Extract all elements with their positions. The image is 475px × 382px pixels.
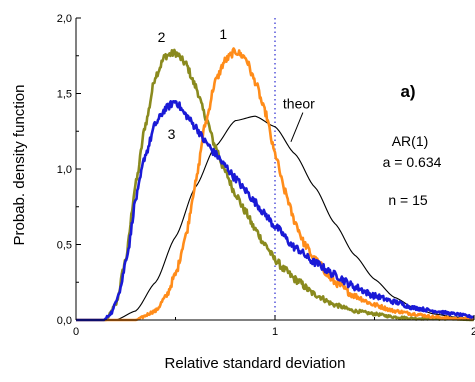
series-line-curve-3 — [76, 99, 475, 322]
x-tick-label: 0 — [73, 326, 79, 338]
curve-label-curve-theor: theor — [283, 96, 315, 112]
curve-label-curve-3: 3 — [168, 126, 176, 142]
ticks-group: 0,0 0,5 1,0 1,5 2,0 0 1 2 — [57, 13, 475, 338]
y-axis-title: Probab. density function — [11, 85, 28, 246]
curve-label-curve-2: 2 — [158, 29, 166, 45]
curve-label-curve-1: 1 — [219, 26, 227, 42]
series-group — [76, 47, 475, 322]
y-tick-label: 1,5 — [57, 89, 72, 101]
panel-label: a) — [400, 82, 415, 101]
y-tick-label: 2,0 — [57, 13, 72, 25]
series-line-curve-2 — [76, 48, 475, 322]
y-tick-label: 0,0 — [57, 315, 72, 327]
theor-leader-line — [290, 112, 304, 143]
x-tick-label: 1 — [272, 326, 278, 338]
n-label: n = 15 — [388, 192, 428, 208]
y-tick-label: 1,0 — [57, 164, 72, 176]
curve-labels-group: 1 2 3 theor — [158, 26, 315, 143]
series-line-curve-1 — [76, 47, 475, 322]
x-axis-title: Relative standard deviation — [165, 355, 346, 372]
coef-label: a = 0.634 — [383, 154, 442, 170]
model-label: AR(1) — [392, 133, 429, 149]
x-tick-label: 2 — [471, 326, 475, 338]
y-tick-label: 0,5 — [57, 240, 72, 252]
